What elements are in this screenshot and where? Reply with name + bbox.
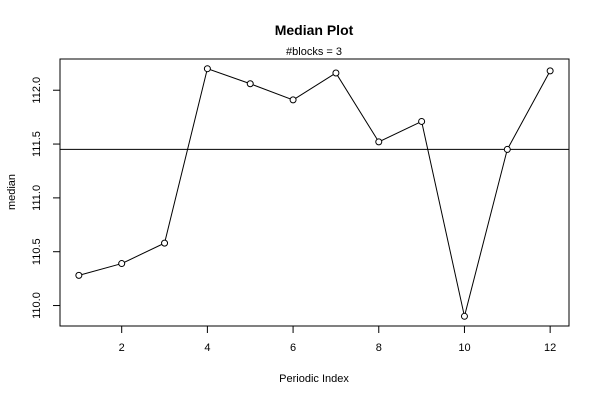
x-axis: 2 4 6 8 10 12 — [119, 325, 556, 354]
y-tick-label: 111.5 — [31, 131, 43, 157]
series-layer — [75, 65, 554, 320]
data-point — [460, 312, 468, 320]
chart-title: Median Plot — [275, 22, 354, 38]
series-line — [78, 68, 551, 317]
chart-subtitle: #blocks = 3 — [286, 46, 342, 58]
x-tick-label: 10 — [458, 342, 470, 354]
y-tick-label: 110.5 — [31, 238, 43, 265]
data-point — [161, 239, 169, 247]
x-axis-label: Periodic Index — [279, 373, 349, 385]
x-tick-label: 2 — [119, 342, 125, 354]
plot-area — [59, 58, 570, 327]
data-point — [418, 117, 426, 125]
data-point — [118, 260, 126, 268]
y-axis-label: median — [6, 174, 18, 210]
data-point — [503, 145, 511, 153]
data-point — [332, 69, 340, 77]
x-tick-label: 12 — [544, 342, 556, 354]
data-point — [75, 271, 83, 279]
data-point — [246, 80, 254, 88]
x-tick-label: 6 — [290, 342, 296, 354]
y-axis: 110.0 110.5 111.0 111.5 112.0 — [31, 77, 61, 319]
data-point — [203, 65, 211, 73]
x-tick-label: 4 — [204, 342, 210, 354]
y-tick-label: 110.0 — [31, 292, 43, 319]
y-tick-label: 112.0 — [31, 77, 43, 104]
y-tick-label: 111.0 — [31, 185, 43, 211]
data-point — [289, 96, 297, 104]
data-point — [546, 67, 554, 75]
data-point — [375, 138, 383, 146]
x-tick-label: 8 — [376, 342, 382, 354]
